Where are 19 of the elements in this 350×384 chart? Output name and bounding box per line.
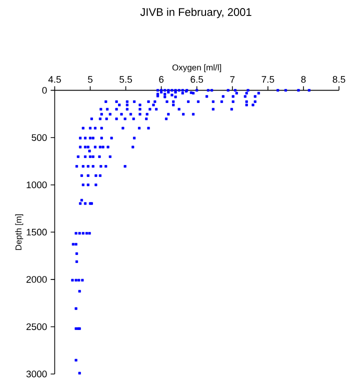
x-tick-label: 7.5: [262, 76, 274, 83]
x-tick-label: 5: [88, 76, 92, 83]
x-tick-label: 8: [301, 76, 306, 83]
x-axis-title: Oxygen [ml/l]: [172, 64, 222, 72]
x-tick-label: 7: [230, 76, 235, 83]
x-tick-label: 5.5: [120, 76, 132, 83]
y-tick-label: 3000: [26, 370, 47, 378]
x-tick-label: 6: [159, 76, 164, 83]
x-tick-label: 6.5: [190, 76, 204, 83]
y-tick-label: 2000: [26, 276, 47, 283]
x-tick-label: 8.5: [332, 76, 346, 83]
chart-title: JIVB in February, 2001: [140, 8, 252, 18]
y-tick-label: 2500: [26, 323, 47, 330]
x-tick-label: 4.5: [48, 76, 61, 83]
y-tick-label: 500: [32, 134, 47, 141]
y-tick-label: 1000: [26, 182, 47, 188]
y-tick-label: 1500: [26, 228, 47, 236]
y-axis-title: Depth [m]: [15, 214, 24, 250]
y-tick-label: 0: [42, 86, 47, 94]
